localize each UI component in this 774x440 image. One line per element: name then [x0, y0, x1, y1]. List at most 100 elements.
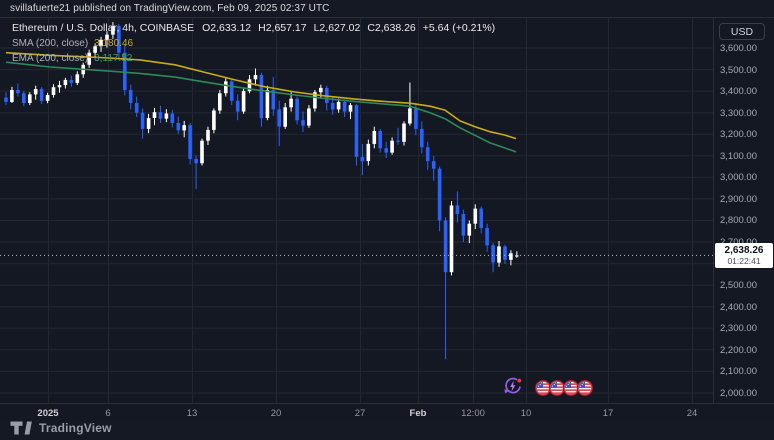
price-axis-label: 3,200.00 [720, 129, 757, 141]
ema-indicator-value: 3,117.52 [94, 52, 133, 64]
candle-body [123, 52, 127, 90]
candle-body [93, 46, 97, 53]
candle-body [235, 100, 240, 112]
candle-body [461, 214, 466, 236]
legend-symbol-row[interactable]: Ethereum / U.S. Dollar, 4h, COINBASE O2,… [12, 21, 502, 35]
us-flag-icon[interactable] [534, 379, 552, 397]
legend-high-value: H2,657.17 [258, 22, 307, 34]
candle-body [354, 105, 359, 157]
legend-open-value: O2,633.12 [202, 22, 252, 34]
candle-body [431, 161, 436, 169]
candle-body [485, 228, 489, 246]
price-axis[interactable]: USD 2,638.26 01:22:41 3,600.00 3,500.00 3,… [713, 18, 774, 403]
time-axis-label: 2025 [37, 408, 59, 419]
time-axis-label: 20 [270, 408, 282, 419]
sma-line [5, 51, 517, 140]
us-flag-icon[interactable] [576, 379, 594, 397]
candle-body [51, 87, 56, 95]
lightning-events-icon[interactable] [502, 376, 523, 397]
price-axis-label: 3,500.00 [720, 64, 757, 76]
candle-body [420, 128, 424, 148]
candle-body [378, 131, 382, 149]
candle-body [414, 108, 418, 129]
price-axis-label: 3,000.00 [720, 172, 757, 184]
price-axis-label: 2,400.00 [720, 301, 757, 313]
candle-body [170, 113, 175, 123]
us-flag-icon[interactable] [548, 379, 566, 397]
candle-body [271, 90, 276, 110]
tradingview-logo-icon [10, 421, 32, 435]
candle-body [384, 148, 388, 153]
candle-body [348, 105, 353, 112]
candle-body [247, 79, 252, 92]
time-axis-label: 6 [105, 408, 111, 419]
candle-body [134, 103, 139, 113]
chart-legend: Ethereum / U.S. Dollar, 4h, COINBASE O2,… [12, 21, 502, 66]
candle-body [111, 26, 115, 35]
candle-body [253, 75, 258, 80]
price-axis-label: 3,300.00 [720, 107, 757, 119]
event-icons-row [502, 376, 594, 397]
price-axis-label: 2,000.00 [720, 387, 757, 399]
tradingview-brand-text: TradingView [39, 421, 112, 435]
candle-body [16, 90, 20, 94]
legend-sma-row[interactable]: SMA (200, close) 3,180.46 [12, 36, 502, 50]
price-axis-label: 2,200.00 [720, 344, 757, 356]
currency-toggle-button[interactable]: USD [719, 23, 765, 40]
candle-body [241, 91, 246, 112]
candle-body [479, 208, 483, 228]
legend-ema-row[interactable]: EMA (200, close) 3,117.52 [12, 51, 502, 65]
candle-body [313, 92, 317, 109]
footer-strip [0, 422, 774, 440]
candle-body [200, 140, 204, 164]
candle-body [182, 125, 186, 131]
candle-body [229, 81, 234, 101]
time-axis-label: 12:00 [461, 408, 485, 419]
time-axis-label: 24 [686, 408, 698, 419]
price-axis-label: 2,900.00 [720, 193, 757, 205]
candle-body [319, 87, 323, 93]
candle-body [152, 112, 157, 118]
candle-body [158, 112, 163, 119]
candle-body [283, 107, 287, 127]
time-axis-label: Feb [409, 408, 427, 419]
time-axis[interactable]: 2025 6 13 20 27 Feb 12:00 10 17 24 [0, 403, 774, 422]
candle-body [301, 120, 305, 126]
candle-body [212, 110, 216, 130]
price-axis-label: 3,400.00 [720, 86, 757, 98]
candle-body [39, 89, 44, 101]
candle-body [342, 101, 347, 112]
candle-body [28, 94, 32, 103]
legend-close-value: C2,638.26 [367, 22, 416, 34]
ema-line [5, 61, 517, 153]
candle-body [146, 118, 151, 129]
candle-body [295, 98, 299, 121]
price-axis-label: 2,300.00 [720, 323, 757, 335]
candle-body [63, 79, 68, 86]
time-axis-label: 10 [520, 408, 532, 419]
candle-body [307, 108, 311, 126]
tradingview-logo[interactable]: TradingView [10, 421, 112, 435]
candle-body [4, 97, 8, 102]
candle-body [22, 93, 26, 103]
candle-body [443, 220, 448, 273]
ema-indicator-label: EMA (200, close) [12, 52, 89, 64]
candle-body [289, 98, 293, 108]
candle-body [218, 93, 222, 111]
us-flag-icon[interactable] [562, 379, 580, 397]
time-axis-label: 17 [602, 408, 614, 419]
attribution-bar: svillafuerte21 published on TradingView.… [0, 0, 774, 18]
economic-event-flags [534, 379, 594, 397]
candle-body [449, 205, 454, 273]
candle-body [99, 39, 103, 47]
last-price-badge: 2,638.26 01:22:41 [715, 243, 773, 269]
candle-body [515, 255, 519, 257]
candle-body [224, 81, 228, 94]
candle-body [194, 159, 198, 164]
candle-body [396, 140, 400, 142]
candle-body [105, 34, 109, 40]
last-price-value: 2,638.26 [724, 245, 764, 257]
candle-body [57, 85, 62, 88]
